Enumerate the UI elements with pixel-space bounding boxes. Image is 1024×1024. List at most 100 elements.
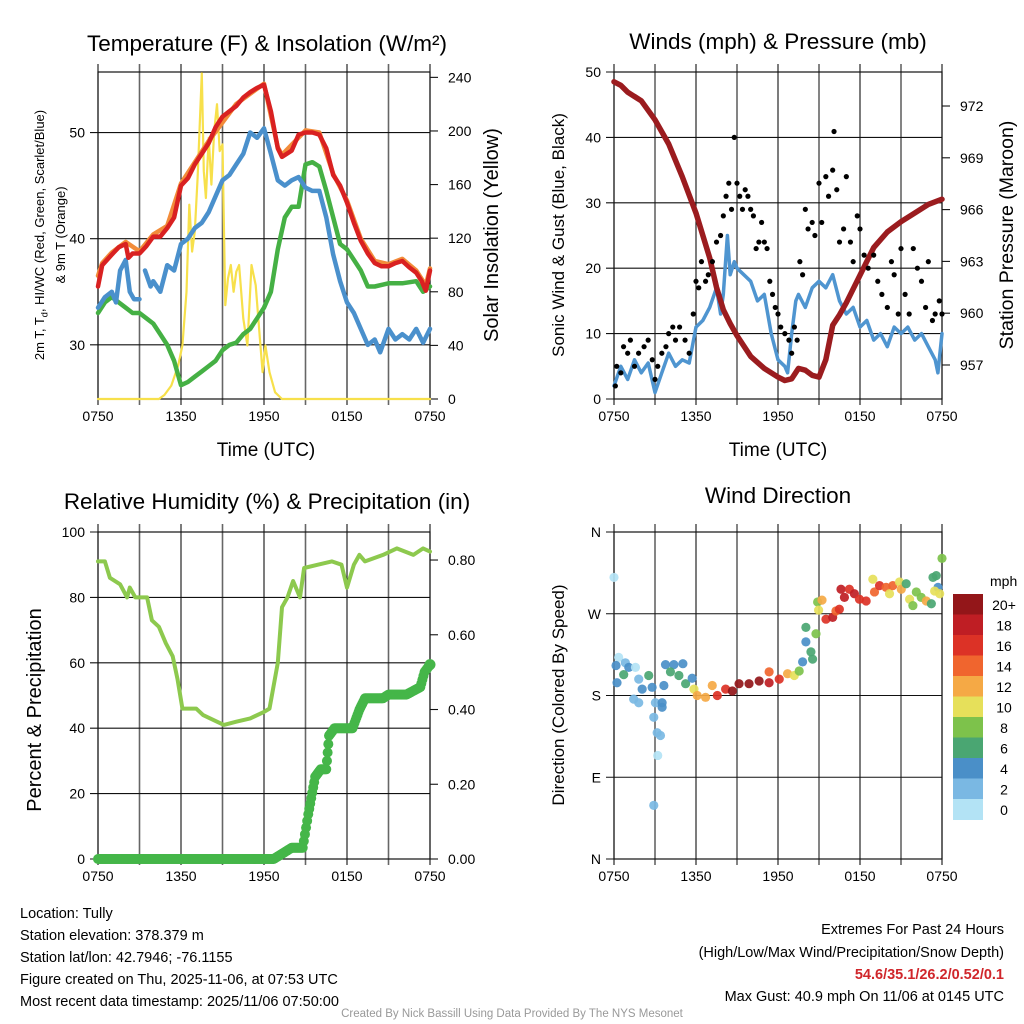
black-point <box>718 232 724 239</box>
black-point <box>750 213 757 219</box>
precipitation-point <box>322 747 333 758</box>
black-point <box>929 317 936 324</box>
x-tick-label: 0750 <box>414 408 445 424</box>
y-tick-label: 10 <box>585 326 601 342</box>
black-point <box>655 363 661 369</box>
humidity-title: Relative Humidity (%) & Precipitation (i… <box>63 489 471 514</box>
black-point <box>672 337 679 343</box>
black-point <box>767 278 773 284</box>
y-tick-label: 40 <box>69 720 85 736</box>
black-point <box>816 180 822 186</box>
direction-point <box>801 622 811 632</box>
direction-point <box>836 584 846 594</box>
colorbar-swatch <box>953 614 983 636</box>
direction-point <box>630 662 641 672</box>
direction-point <box>665 667 676 677</box>
black-point <box>728 206 735 212</box>
colorbar-label: 6 <box>1000 741 1008 757</box>
colorbar-label: 4 <box>1000 761 1008 777</box>
direction-point <box>681 679 691 689</box>
maroon-line <box>611 79 945 384</box>
x-tick-label: 1950 <box>762 868 793 884</box>
direction-point <box>734 679 744 689</box>
black-point <box>888 259 895 265</box>
x-tick-label: 0150 <box>844 408 875 424</box>
x-tick-label: 1950 <box>762 408 793 424</box>
direction-title: Wind Direction <box>704 483 852 508</box>
colorbar-label: 18 <box>996 618 1012 634</box>
right-tick-label: 0.60 <box>448 627 475 643</box>
colorbar-swatch <box>953 717 983 738</box>
direction-point <box>798 657 808 667</box>
extremes-title: Extremes For Past 24 Hours <box>821 922 1004 938</box>
direction-point <box>634 674 644 684</box>
max-gust-text: Max Gust: 40.9 mph On 11/06 at 0145 UTC <box>724 989 1004 1005</box>
black-point <box>645 337 651 343</box>
y-tick-label: 50 <box>585 64 601 80</box>
black-point <box>713 239 720 245</box>
green-line <box>95 159 433 388</box>
x-tick-label: 1950 <box>248 408 279 424</box>
black-point <box>910 245 916 252</box>
black-point <box>769 291 776 297</box>
colorbar-swatch <box>953 799 983 820</box>
black-point <box>854 213 860 219</box>
colorbar-label: 12 <box>996 679 1012 695</box>
black-point <box>830 167 836 173</box>
x-tick-label: 0750 <box>926 868 957 884</box>
direction-point <box>674 670 684 681</box>
direction-point <box>614 652 624 662</box>
direction-point <box>644 670 654 681</box>
black-point <box>670 324 676 330</box>
x-tick-label: 0750 <box>414 868 445 884</box>
blue-line <box>612 233 944 395</box>
direction-point <box>619 670 629 680</box>
black-point <box>720 213 726 219</box>
direction-left-label: Direction (Colored By Speed) <box>549 584 568 806</box>
x-tick-label: 0150 <box>331 868 362 884</box>
black-point <box>764 245 770 252</box>
black-point <box>794 337 800 343</box>
x-tick-label: 1350 <box>165 868 196 884</box>
black-point <box>734 180 740 186</box>
temperature-left-label-a: 2m T, T <box>32 317 47 361</box>
colorbar-label: 10 <box>996 700 1012 716</box>
black-point <box>843 174 849 180</box>
precipitation-point <box>321 764 332 775</box>
black-point <box>847 239 854 245</box>
black-point <box>756 239 762 245</box>
black-point <box>759 219 765 226</box>
recent-data-text: Most recent data timestamp: 2025/11/06 0… <box>20 994 339 1010</box>
direction-point <box>817 595 827 605</box>
black-point <box>791 324 798 330</box>
black-point <box>627 337 634 343</box>
black-point <box>797 259 803 265</box>
winds-right-label: Station Pressure (Maroon) <box>996 120 1018 350</box>
direction-point <box>806 647 816 657</box>
black-point <box>865 265 871 271</box>
colorbar-swatch <box>953 635 983 656</box>
scarlet-blue-line <box>142 126 433 355</box>
black-point <box>745 193 751 199</box>
black-point <box>723 193 729 199</box>
black-point <box>686 350 692 356</box>
black-point <box>652 376 658 382</box>
black-point <box>614 363 620 369</box>
x-tick-label: 0150 <box>844 868 875 884</box>
direction-point <box>649 712 659 722</box>
black-point <box>939 311 945 317</box>
black-point <box>936 298 942 304</box>
colorbar-swatch <box>953 594 983 615</box>
black-point <box>641 344 647 350</box>
precipitation-point <box>323 739 334 750</box>
colorbar-swatch <box>953 778 983 800</box>
black-point <box>914 265 921 271</box>
yellow-line <box>96 72 432 401</box>
y-tick-label: 80 <box>69 589 85 605</box>
black-point <box>782 331 788 337</box>
y-tick-label: 100 <box>62 524 86 540</box>
y-tick-label: 40 <box>585 129 601 145</box>
location-text: Location: Tully <box>20 906 113 922</box>
black-point <box>659 350 665 356</box>
direction-point <box>813 605 824 615</box>
